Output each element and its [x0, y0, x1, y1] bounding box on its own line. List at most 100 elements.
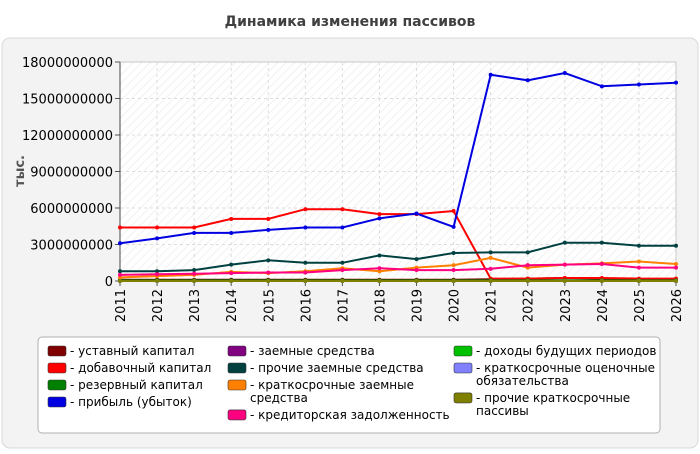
- y-tick-label: 3000000000: [30, 239, 113, 254]
- x-tick-label: 2017: [336, 289, 351, 322]
- legend-label: - уставный капитал: [70, 344, 194, 358]
- data-point: [451, 251, 456, 256]
- data-point: [192, 271, 197, 276]
- chart-title: Динамика изменения пассивов: [225, 14, 476, 30]
- series-4: [118, 70, 678, 246]
- legend-swatch: [47, 345, 67, 357]
- data-point: [674, 265, 678, 270]
- data-point: [229, 262, 234, 267]
- data-point: [192, 268, 197, 273]
- data-point: [229, 216, 234, 221]
- data-point: [229, 271, 234, 276]
- data-point: [340, 225, 345, 230]
- data-point: [155, 272, 160, 277]
- legend-item: - прочие заемные средства: [227, 361, 424, 375]
- x-tick-label: 2013: [188, 289, 203, 322]
- series-line: [120, 241, 676, 273]
- data-point: [303, 279, 308, 283]
- data-point: [266, 279, 271, 283]
- data-point: [303, 225, 308, 230]
- data-point: [155, 279, 160, 283]
- legend-item: - доходы будущих периодов: [453, 344, 656, 358]
- data-point: [377, 253, 382, 258]
- data-point: [674, 279, 678, 283]
- x-tick-label: 2015: [262, 289, 277, 322]
- data-point: [525, 250, 530, 255]
- legend-item: - добавочный капитал: [47, 361, 211, 375]
- data-point: [562, 70, 567, 75]
- legend-item: - краткосрочные оценочные обязательства: [453, 361, 655, 388]
- legend-swatch: [47, 362, 67, 374]
- legend-label: - заемные средства: [250, 344, 375, 358]
- data-point: [155, 225, 160, 230]
- data-point: [118, 269, 122, 274]
- data-point: [636, 82, 641, 87]
- legend-swatch: [453, 345, 473, 357]
- legend-swatch: [227, 362, 247, 374]
- legend-label: - прочие заемные средства: [250, 361, 424, 375]
- data-point: [562, 279, 567, 283]
- legend-label: - доходы будущих периодов: [476, 344, 656, 358]
- legend-item: - заемные средства: [227, 344, 375, 358]
- series-11: [118, 279, 678, 283]
- legend-box: [37, 336, 661, 434]
- legend-item: - прибыль (убыток): [47, 395, 192, 409]
- x-tick-label: 2019: [411, 289, 426, 322]
- data-point: [636, 279, 641, 283]
- data-point: [229, 279, 234, 283]
- legend-label: - кредиторская задолженность: [250, 408, 450, 422]
- data-point: [192, 230, 197, 235]
- legend-swatch: [227, 345, 247, 357]
- x-tick-label: 2025: [633, 289, 648, 322]
- data-point: [562, 262, 567, 267]
- data-point: [192, 279, 197, 283]
- data-point: [451, 279, 456, 283]
- data-point: [562, 240, 567, 245]
- legend-item: - резервный капитал: [47, 378, 203, 392]
- data-point: [155, 269, 160, 274]
- data-point: [636, 259, 641, 264]
- data-point: [414, 268, 419, 273]
- legend-swatch: [47, 396, 67, 408]
- y-tick-label: 15000000000: [22, 93, 113, 108]
- legend-swatch: [453, 362, 473, 374]
- data-point: [118, 279, 122, 283]
- data-point: [414, 279, 419, 283]
- data-point: [266, 227, 271, 232]
- data-point: [451, 209, 456, 214]
- series-line: [119, 71, 677, 245]
- y-tick-label: 6000000000: [30, 202, 113, 217]
- x-tick-label: 2021: [485, 289, 500, 322]
- data-point: [488, 250, 493, 255]
- data-point: [636, 265, 641, 270]
- data-point: [118, 241, 122, 246]
- data-point: [525, 78, 530, 83]
- legend-item: - кредиторская задолженность: [227, 408, 450, 422]
- x-tick-label: 2022: [522, 289, 537, 322]
- legend-item: - краткосрочные заемные средства: [227, 378, 414, 405]
- data-point: [599, 279, 604, 283]
- data-point: [377, 212, 382, 217]
- y-axis: 0 3000000000 6000000000 9000000000 120000000…: [22, 56, 121, 290]
- data-point: [377, 279, 382, 283]
- data-point: [229, 230, 234, 235]
- data-point: [488, 266, 493, 271]
- x-tick-label: 2014: [225, 289, 240, 322]
- legend-label: - добавочный капитал: [70, 361, 211, 375]
- x-tick-label: 2023: [559, 289, 574, 322]
- data-point: [340, 207, 345, 212]
- x-tick-label: 2026: [670, 289, 685, 322]
- series-line: [119, 262, 676, 276]
- legend-item: - прочие краткосрочные пассивы: [453, 391, 630, 418]
- data-point: [266, 216, 271, 221]
- data-point: [674, 243, 678, 248]
- data-point: [340, 279, 345, 283]
- data-point: [340, 268, 345, 273]
- legend-label: - краткосрочные заемные средства: [250, 378, 414, 405]
- data-point: [599, 240, 604, 245]
- legend-label: - краткосрочные оценочные обязательства: [476, 361, 655, 388]
- legend: - уставный капитал - добавочный капитал - …: [47, 344, 656, 422]
- data-point: [377, 266, 382, 271]
- y-tick-label: 9000000000: [30, 166, 113, 181]
